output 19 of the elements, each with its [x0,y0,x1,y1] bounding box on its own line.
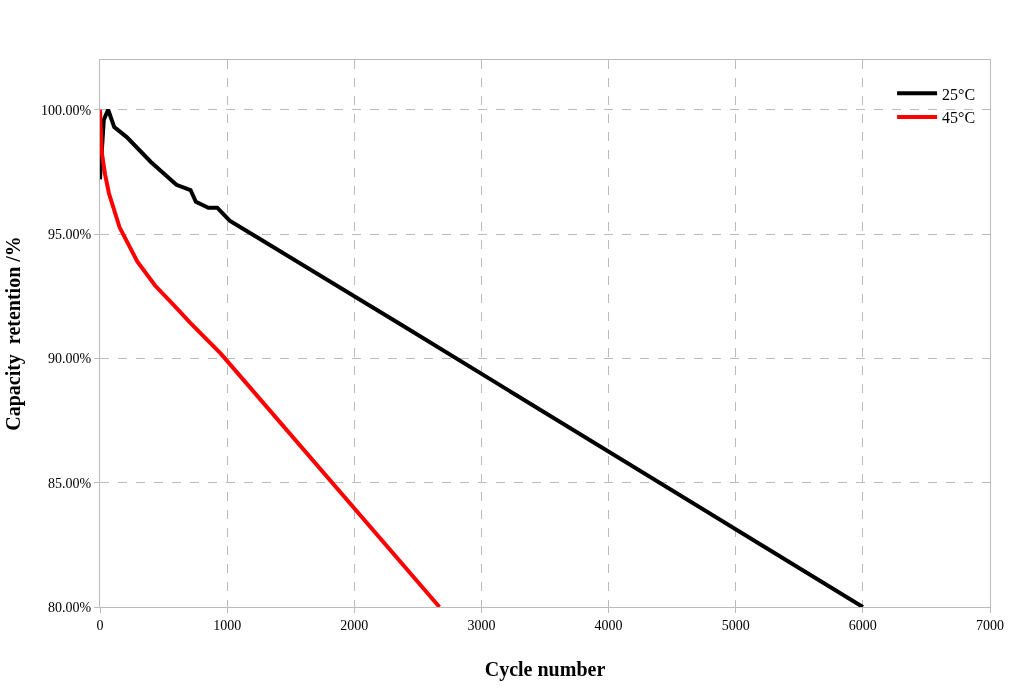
x-tick-label: 6000 [848,617,877,633]
y-axis-title: Capacity retention /% [1,236,25,431]
line-series [100,107,865,607]
x-tick-label: 2000 [340,617,369,633]
x-tick-label: 7000 [976,617,1004,633]
y-tick-label: 85.00% [48,475,92,491]
y-tick-label: 95.00% [48,226,92,242]
x-axis-title: Cycle number [484,658,606,682]
x-tick-label: 0 [96,617,104,633]
legend-label: 45°C [942,109,976,127]
x-tick-label: 3000 [467,617,496,633]
x-tick-label: 1000 [213,617,242,633]
x-tick-label: 5000 [721,617,750,633]
y-tick-label: 90.00% [48,351,92,367]
legend-label: 25°C [942,85,976,103]
line-series [100,107,442,607]
y-tick-label: 80.00% [48,599,92,615]
x-tick-label: 4000 [594,617,623,633]
y-tick-label: 100.00% [41,102,92,118]
